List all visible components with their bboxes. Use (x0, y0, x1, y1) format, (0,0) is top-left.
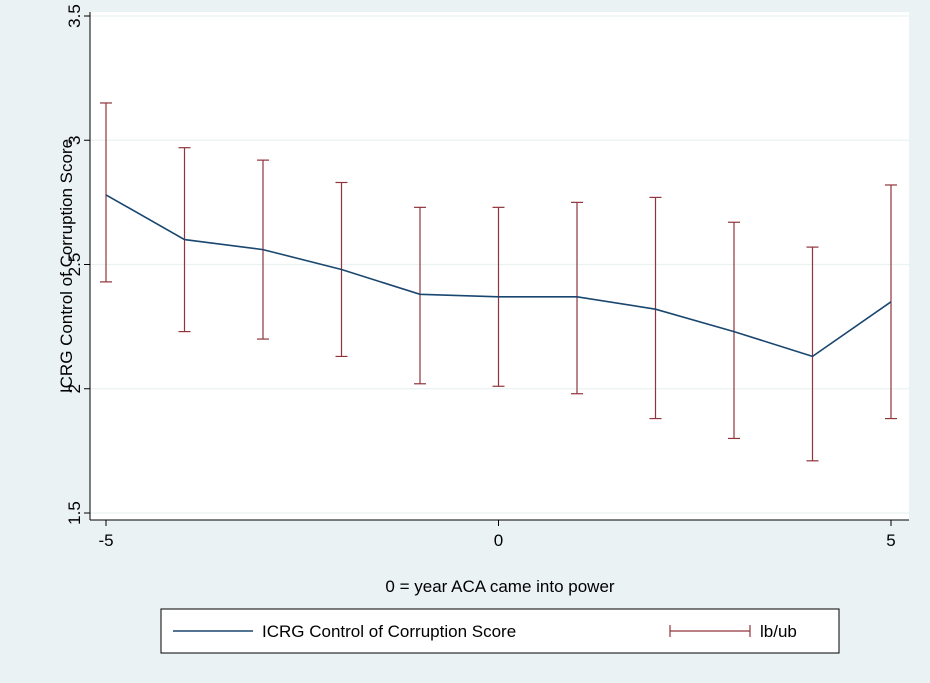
error-bar (100, 102, 112, 283)
y-tick-label: 2.5 (65, 253, 84, 277)
error-bar (571, 201, 583, 395)
y-axis-title: ICRG Control of Corruption Score (57, 139, 76, 393)
x-tick-label: 5 (886, 531, 895, 550)
error-bar (806, 246, 819, 462)
legend-label-series: ICRG Control of Corruption Score (262, 622, 516, 641)
error-bar (649, 196, 662, 420)
error-bar (414, 206, 426, 385)
legend-errorbar-swatch (669, 625, 751, 637)
error-bar (728, 221, 740, 440)
x-tick-label: 0 (494, 531, 503, 550)
y-tick-label: 3.5 (65, 4, 84, 28)
legend-label-bounds: lb/ub (760, 622, 797, 641)
y-axis-ticks: 1.5 2 2.5 3 3.5 (65, 4, 90, 525)
y-tick-label: 3 (65, 136, 84, 145)
x-axis-ticks: -5 0 5 (98, 520, 896, 550)
plot-area (90, 12, 909, 520)
x-axis-title: 0 = year ACA came into power (385, 577, 614, 596)
y-tick-label: 1.5 (65, 501, 84, 525)
legend: ICRG Control of Corruption Score lb/ub (160, 608, 840, 654)
y-tick-label: 2 (65, 384, 84, 393)
error-bar (885, 184, 897, 420)
grid (90, 15, 909, 514)
series-line (105, 194, 892, 358)
x-tick-label: -5 (98, 531, 113, 550)
